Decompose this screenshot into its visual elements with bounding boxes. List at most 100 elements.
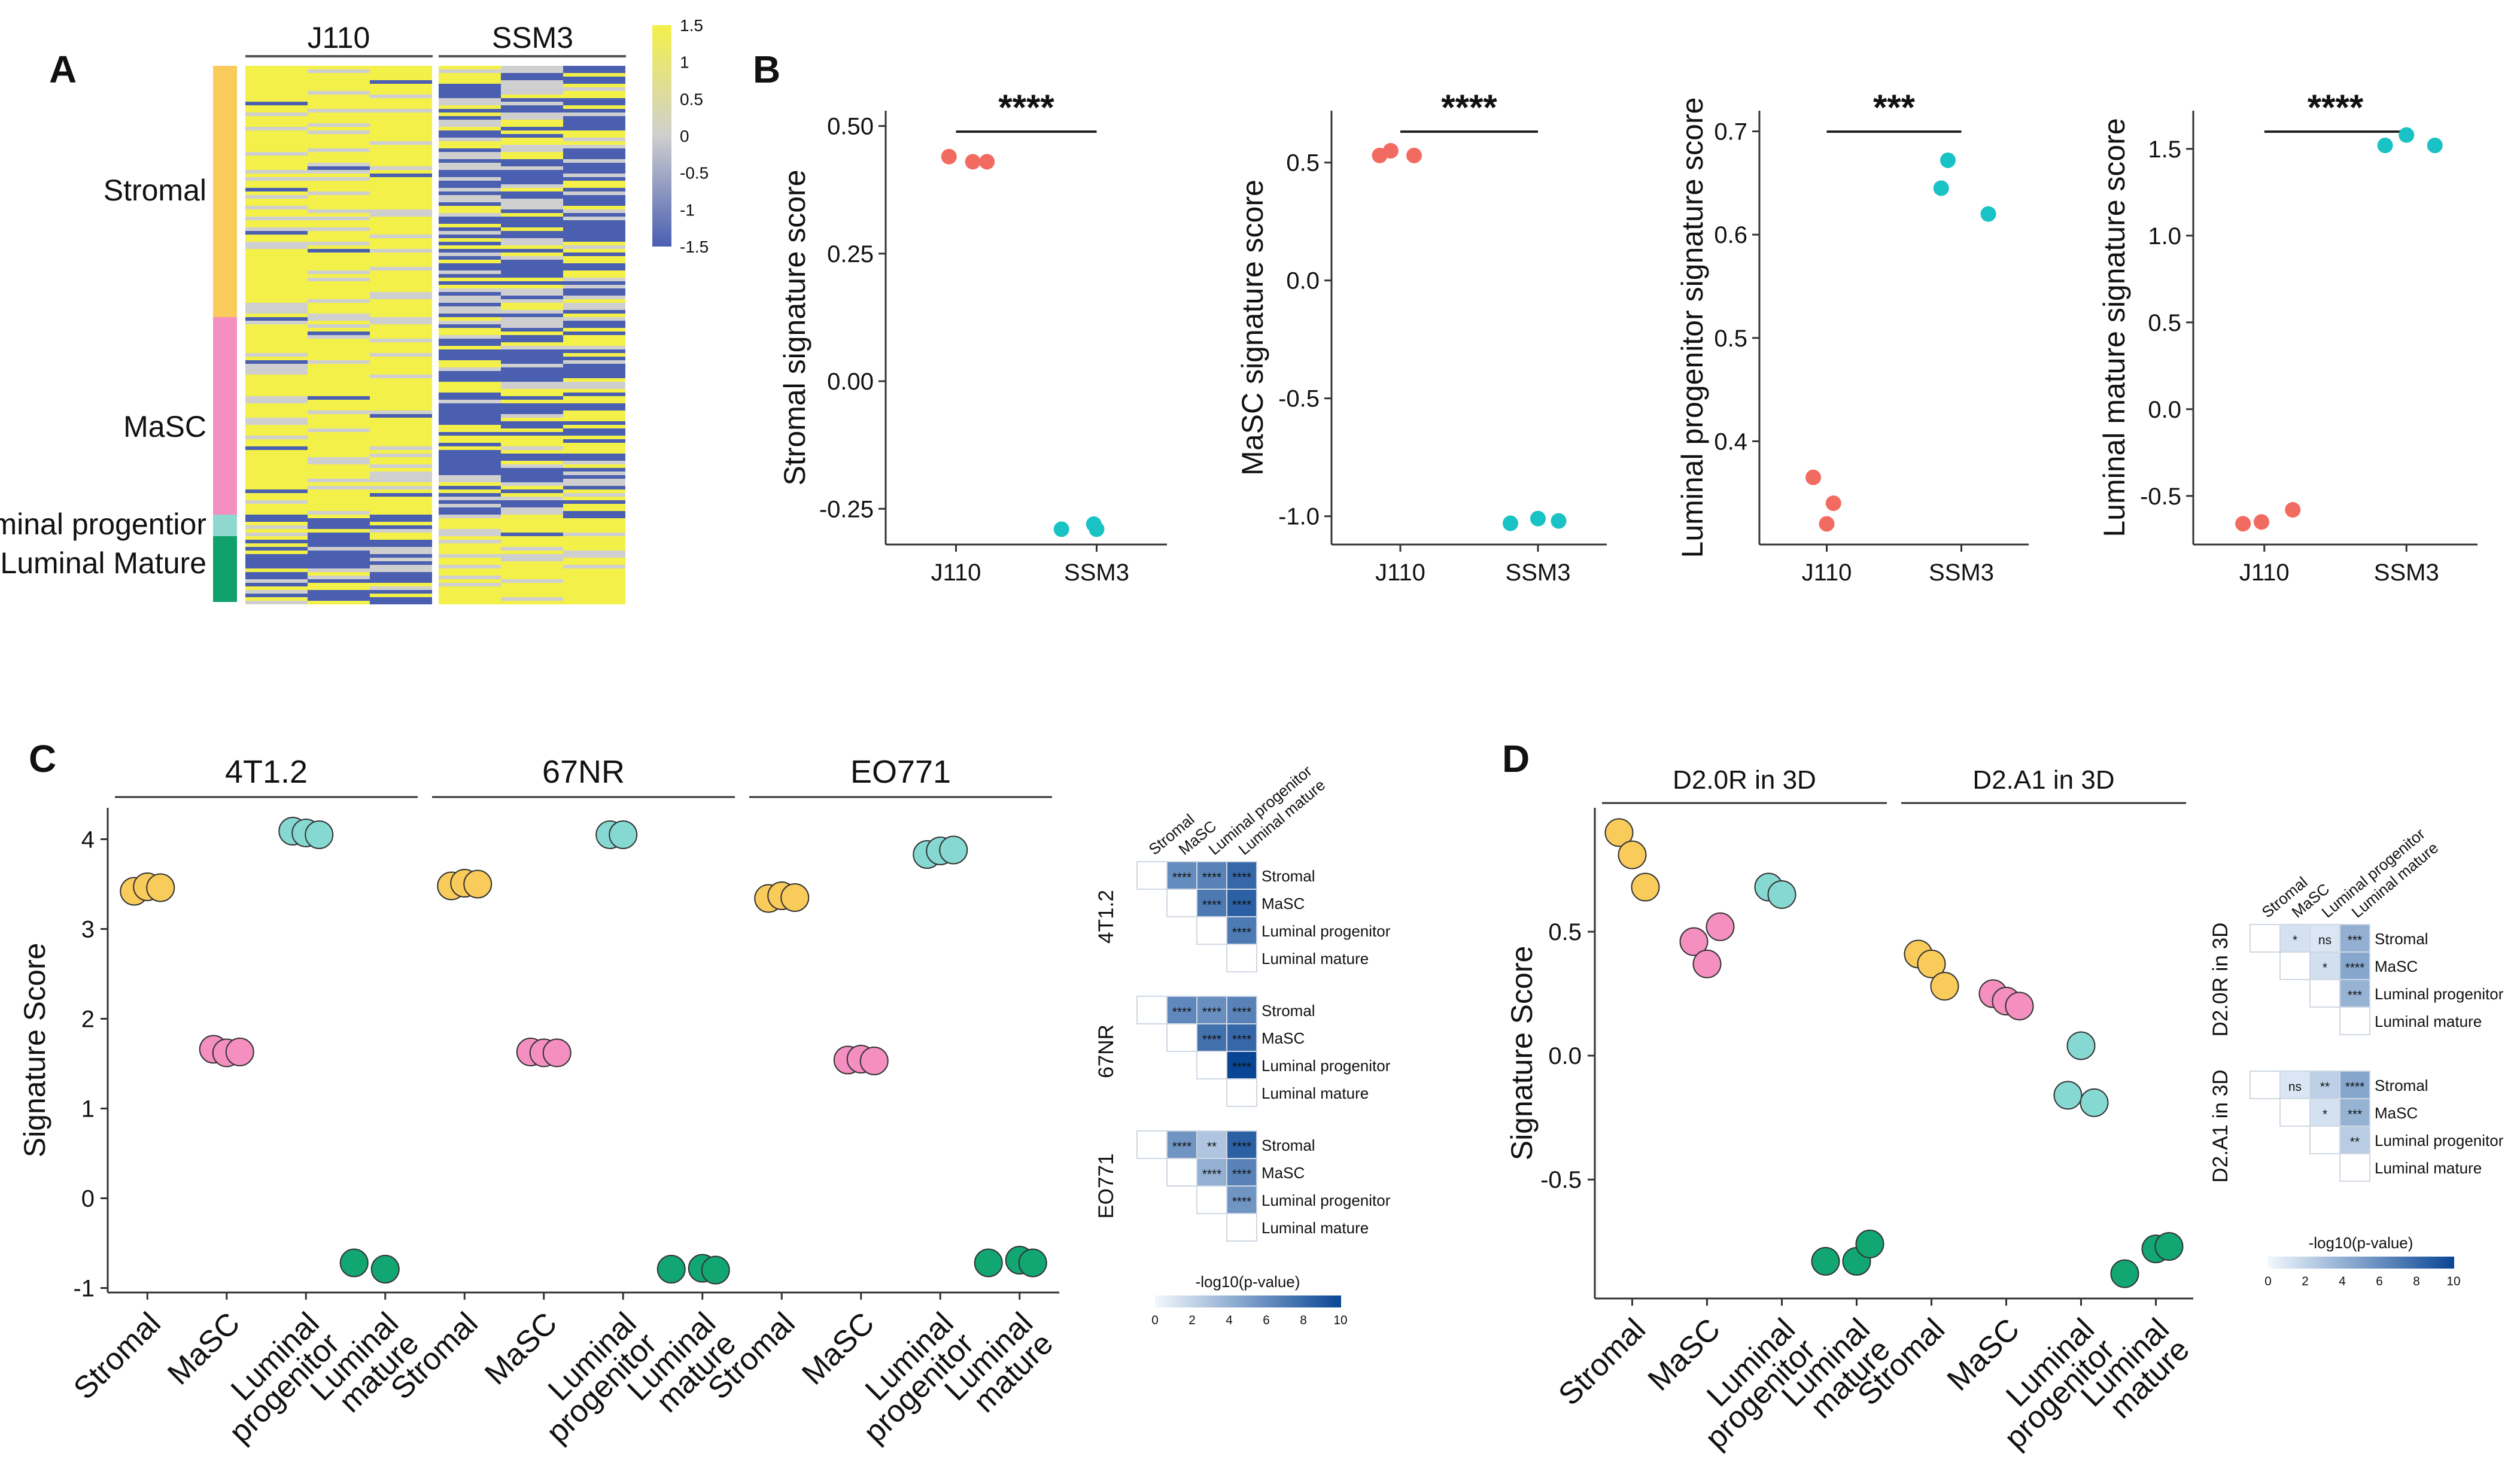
b-data-point xyxy=(941,148,957,165)
heatmap-cell xyxy=(563,360,625,364)
heatmap-cell xyxy=(370,436,432,439)
heatmap-cell xyxy=(308,288,370,292)
pval-cell-label: **** xyxy=(1202,898,1221,912)
b-significance-label: **** xyxy=(998,87,1054,127)
heatmap-cell xyxy=(439,428,501,432)
heatmap-cell xyxy=(308,263,370,267)
heatmap-cell xyxy=(501,299,563,303)
heatmap-cell xyxy=(501,177,563,181)
heatmap-group-j110: J110 xyxy=(308,21,370,54)
heatmap-cell xyxy=(370,77,432,80)
heatmap-cell xyxy=(563,346,625,349)
heatmap-cell xyxy=(501,389,563,393)
heatmap-cell xyxy=(370,159,432,163)
heatmap-cell xyxy=(563,256,625,260)
heatmap-cell xyxy=(308,418,370,421)
heatmap-cell xyxy=(370,407,432,410)
heatmap-cell xyxy=(370,174,432,177)
heatmap-cell xyxy=(563,285,625,288)
heatmap-cell xyxy=(501,367,563,371)
pval-cell-label: **** xyxy=(2345,961,2364,975)
heatmap-cell xyxy=(439,217,501,220)
heatmap-cell xyxy=(370,148,432,152)
heatmap-cell xyxy=(563,148,625,152)
heatmap-cell xyxy=(370,568,432,572)
heatmap-cell xyxy=(245,421,308,425)
heatmap-cell xyxy=(370,141,432,145)
heatmap-cell xyxy=(245,188,308,191)
heatmap-cell xyxy=(563,536,625,540)
heatmap-cell xyxy=(501,231,563,235)
heatmap-cell xyxy=(370,418,432,421)
pval-cell xyxy=(1226,1078,1257,1107)
heatmap-cell xyxy=(563,299,625,303)
heatmap-cell xyxy=(501,141,563,145)
heatmap-cell xyxy=(439,77,501,80)
heatmap-cell xyxy=(439,224,501,227)
pval-legend-swatch xyxy=(2379,1257,2384,1269)
pval-row-label: Luminal mature xyxy=(2375,1012,2482,1030)
heatmap-cell xyxy=(439,274,501,278)
heatmap-cell xyxy=(439,174,501,177)
panel-b-scatter-plots: 0.50 0.25 0.00 -0.25 J110 SSM3 Stromal signatu… xyxy=(778,87,2478,586)
heatmap-cell xyxy=(245,507,308,511)
heatmap-cell xyxy=(439,375,501,378)
heatmap-cell xyxy=(370,364,432,367)
heatmap-cell xyxy=(245,342,308,346)
heatmap-cell xyxy=(245,303,308,306)
heatmap-cell xyxy=(308,375,370,378)
heatmap-cell xyxy=(563,597,625,601)
pval-legend-tick: 6 xyxy=(2376,1275,2383,1288)
heatmap-cell xyxy=(501,507,563,511)
heatmap-colorbar xyxy=(652,25,671,247)
heatmap-cell xyxy=(370,385,432,389)
heatmap-cell xyxy=(245,253,308,256)
heatmap-cell xyxy=(308,174,370,177)
pval-cell xyxy=(1226,1023,1257,1052)
panel-letter-a: A xyxy=(49,48,77,91)
heatmap-cell xyxy=(370,195,432,199)
heatmap-cell xyxy=(563,206,625,209)
b-data-point xyxy=(1805,469,1821,485)
heatmap-cell xyxy=(308,486,370,489)
heatmap-cell xyxy=(439,389,501,393)
heatmap-cell xyxy=(245,418,308,421)
heatmap-cell xyxy=(439,454,501,457)
pval-legend-swatch xyxy=(1199,1295,1204,1307)
heatmap-cell xyxy=(501,486,563,489)
heatmap-cell xyxy=(563,195,625,199)
heatmap-cell xyxy=(501,227,563,231)
heatmap-cell xyxy=(563,335,625,339)
pval-legend-swatch xyxy=(2287,1257,2291,1269)
heatmap-cell xyxy=(501,69,563,73)
b-y-tick-label: -0.5 xyxy=(2140,483,2181,510)
heatmap-cell xyxy=(370,349,432,353)
pval-cell-label: **** xyxy=(1232,1005,1251,1019)
pval-legend-swatch xyxy=(1255,1295,1260,1307)
heatmap-cell xyxy=(245,324,308,328)
pval-legend-swatch xyxy=(1196,1295,1200,1307)
heatmap-cell xyxy=(439,306,501,310)
heatmap-cell xyxy=(501,73,563,77)
heatmap-cell xyxy=(501,353,563,357)
pval-legend-swatch xyxy=(1307,1295,1312,1307)
heatmap-cell xyxy=(308,525,370,529)
heatmap-cell xyxy=(501,123,563,127)
heatmap-bar-stromal xyxy=(213,66,237,317)
facet-title: 4T1.2 xyxy=(225,754,308,790)
heatmap-cell xyxy=(563,461,625,464)
heatmap-cell xyxy=(370,439,432,443)
heatmap-cell xyxy=(370,586,432,590)
heatmap-cell xyxy=(245,468,308,472)
heatmap-cell xyxy=(563,202,625,206)
heatmap-cell xyxy=(308,339,370,342)
heatmap-cell xyxy=(563,543,625,547)
facet-data-point xyxy=(2053,1081,2083,1110)
facet-data-point xyxy=(1692,949,1722,978)
pval-legend-swatch xyxy=(2398,1257,2403,1269)
pval-legend-swatch xyxy=(1292,1295,1297,1307)
heatmap-cell xyxy=(370,256,432,260)
heatmap-cell xyxy=(308,278,370,281)
heatmap-cell xyxy=(439,346,501,349)
heatmap-cell xyxy=(370,127,432,130)
